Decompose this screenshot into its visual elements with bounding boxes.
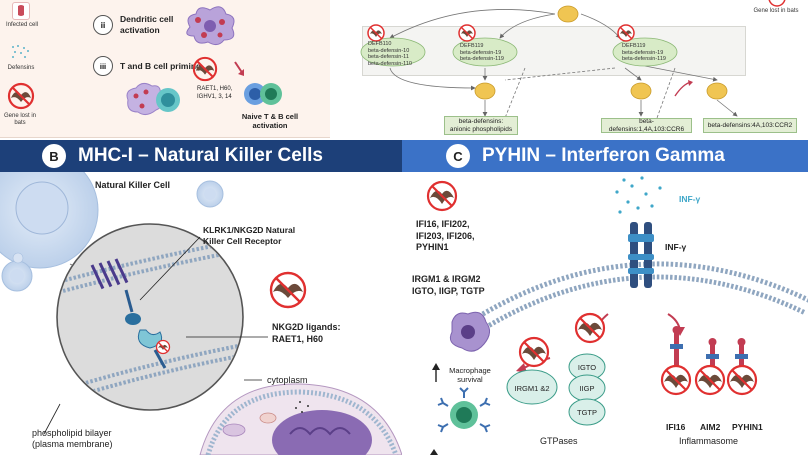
bat-gene-lost-icon-a [192, 56, 218, 87]
genes-lost-label: RAET1, H60, IGHV1, 3, 14 [197, 86, 233, 100]
infected-cell-icon [12, 2, 30, 20]
dendritic-cell-illustration [180, 2, 240, 53]
bilayer-label: phospholipid bilayer (plasma membrane) [32, 428, 113, 449]
panel-c-badge: C [446, 144, 470, 168]
pathway-diagram [345, 0, 805, 142]
pathway-band [362, 26, 746, 76]
panel-c-banner: C PYHIN – Interferon Gamma [402, 140, 808, 172]
receptor-label: KLRK1/NKG2D Natural Killer Cell Receptor [203, 225, 296, 246]
panel-b-badge: B [42, 144, 66, 168]
naive-cell-label: Naive T & B cell activation [241, 112, 299, 130]
bat-gene-lost-icon [7, 82, 35, 115]
ifi16-label: IFI16 [666, 422, 686, 432]
inf-gamma-receptor-label: INF-γ [665, 242, 687, 252]
gtpases-label: GTPases [540, 436, 578, 446]
tgtp-label: TGTP [577, 408, 597, 417]
legend-gene-lost-label: Gene lost in bats [3, 113, 37, 126]
naive-cells-illustration [243, 82, 283, 111]
panel-b-illustration [0, 151, 403, 460]
defensins-icon [10, 44, 32, 65]
legend-gene-lost-label-right: Gene lost in bats [753, 8, 799, 14]
panel-b-title: MHC-I – Natural Killer Cells [78, 145, 323, 166]
arrow-red-down [232, 60, 248, 83]
ligands-title: NKG2D ligands: [272, 322, 341, 332]
pathway-output-ccr6: beta-defensins:1,4A,103:CCR6 [601, 118, 692, 133]
pyhin-genes-label: IFI16, IFI202, IFI203, IFI206, PYHIN1 [416, 219, 475, 252]
panel-a-left-bg [0, 0, 330, 138]
legend-defensins-label: Defensins [7, 65, 35, 71]
inf-gamma-label: INF-γ [679, 194, 701, 204]
pathway-output-ccr2: beta-defensins:4A,103:CCR2 [703, 118, 797, 133]
inflammasome-label: Inflammasome [679, 436, 739, 446]
step-iii-label: T and B cell priming [120, 61, 202, 71]
priming-cells-illustration [122, 78, 192, 123]
bat-gene-lost-icon-legend [766, 0, 788, 13]
pyhin1-label: PYHIN1 [732, 422, 763, 432]
step-ii-number: ii [100, 20, 106, 30]
irgm-genes-label: IRGM1 & IRGM2 IGTO, IIGP, TGTP [412, 274, 485, 296]
macrophage-label: Macrophage survival [449, 366, 491, 384]
panel-c-illustration [402, 172, 808, 460]
irgm-oval-label: IRGM1 &2 [514, 384, 550, 393]
aim2-label: AIM2 [700, 422, 721, 432]
ligands-names: RAET1, H60 [272, 334, 324, 344]
step-iii-badge: iii [93, 56, 113, 76]
step-ii-label: Dendritic cell activation [120, 14, 174, 35]
step-ii-badge: ii [93, 15, 113, 35]
nk-cell-label: Natural Killer Cell [95, 180, 171, 190]
igto-label: IGTO [577, 363, 597, 372]
pathway-node-defb119-b: DEFB119 beta-defensin-19 beta-defensin-1… [622, 43, 666, 62]
panel-c-title: PYHIN – Interferon Gamma [482, 145, 725, 166]
pathway-output-phospholipids: beta-defensins: anionic phospholipids [444, 116, 518, 135]
iigp-label: IIGP [579, 384, 595, 393]
step-iii-number: iii [99, 61, 107, 71]
pathway-node-defb119-a: DEFB119 beta-defensin-19 beta-defensin-1… [460, 43, 504, 62]
panel-b-banner: B MHC-I – Natural Killer Cells [0, 140, 402, 172]
pathway-node-defb110: DEFB110 beta-defensin-10 beta-defensin-1… [368, 41, 412, 67]
cytoplasm-label: cytoplasm [267, 375, 308, 385]
legend-infected-label: Infected cell [5, 22, 39, 28]
